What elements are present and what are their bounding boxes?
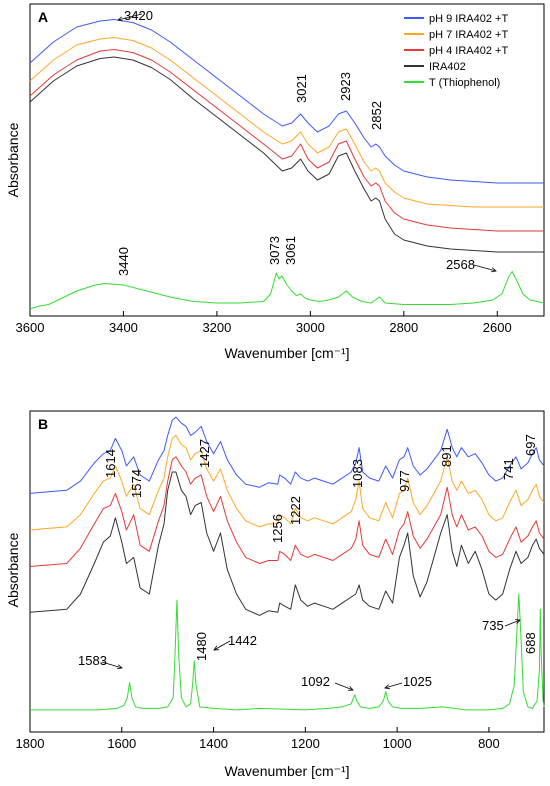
panel-b-peak-arrow-1583 <box>101 661 123 670</box>
panel-a-peak-label-3440: 3440 <box>116 247 131 276</box>
panel-b-peak-label-1025: 1025 <box>403 674 432 689</box>
panel-b-peak-label-1256: 1256 <box>270 514 285 543</box>
panel-a-x-axis-label: Wavenumber [cm⁻¹] <box>224 345 349 361</box>
panel-b-letter: B <box>38 416 48 432</box>
legend-entry-ira402: IRA402 <box>404 61 466 73</box>
panel-b-peak-label-1222: 1222 <box>288 496 303 525</box>
panel-a-tick-label-3400: 3400 <box>109 320 138 335</box>
panel-a-series-ph-9-ira402-t <box>29 19 544 184</box>
panel-a-x-ticks: 3600 3400 3200 3000 2800 2600 <box>16 311 512 335</box>
panel-b-x-axis-label: Wavenumber [cm⁻¹] <box>224 763 349 779</box>
panel-a-frame <box>29 3 545 317</box>
panel-b-peak-arrow-1025 <box>384 682 403 690</box>
panel-b-series-t-thiophenol <box>30 593 545 711</box>
panel-a-peak-label-3420: 3420 <box>124 8 153 23</box>
panel-b-peak-label-1427: 1427 <box>197 439 212 468</box>
panel-b-peak-label-891: 891 <box>439 445 454 467</box>
legend-label-ira402: IRA402 <box>429 61 466 73</box>
panel-a-annotations: 3420 3021 2923 2852 3440 3073 3061 2568 <box>116 8 497 276</box>
legend-entry-ph-7-ira402-t: pH 7 IRA402 +T <box>404 29 508 41</box>
panel-b-peak-label-1092: 1092 <box>301 674 330 689</box>
panel-b-y-axis-label: Absorbance <box>5 532 21 607</box>
panel-a-letter: A <box>38 9 48 25</box>
panel-b-peak-label-697: 697 <box>523 434 538 456</box>
panel-a-peak-label-2852: 2852 <box>369 101 384 130</box>
panel-b-peak-label-741: 741 <box>501 458 516 480</box>
panel-b-frame <box>29 410 545 733</box>
panel-b-peak-label-1614: 1614 <box>103 449 118 478</box>
panel-a-peak-arrow-2568 <box>473 264 497 273</box>
panel-b-tick-label-1000: 1000 <box>383 736 412 751</box>
panel-b-peak-label-1480: 1480 <box>194 632 209 661</box>
panel-b-tick-label-1200: 1200 <box>291 736 320 751</box>
panel-b-peak-label-977: 977 <box>397 470 412 492</box>
legend-label-ph-9-ira402-t: pH 9 IRA402 +T <box>429 13 508 25</box>
panel-b-peak-arrow-1092 <box>334 682 354 691</box>
panel-b-tick-label-1600: 1600 <box>107 736 136 751</box>
panel-a-series-ira402 <box>29 56 544 253</box>
panel-a-tick-label-2600: 2600 <box>483 320 512 335</box>
panel-b-x-ticks: 1800 1600 1400 1200 1000 800 <box>16 727 500 751</box>
panel-b-series-ph-9-ira402-t <box>29 416 545 494</box>
panel-a-tick-label-3200: 3200 <box>202 320 231 335</box>
legend-label-ph-7-ira402-t: pH 7 IRA402 +T <box>429 29 508 41</box>
panel-a-peak-label-3061: 3061 <box>283 236 298 265</box>
panel-a-series-ph-4-ira402-t <box>29 49 544 232</box>
panel-b-peak-label-735: 735 <box>482 618 504 633</box>
legend: pH 9 IRA402 +T pH 7 IRA402 +T pH 4 IRA402 … <box>404 13 508 89</box>
panel-b-peak-arrow-1442 <box>213 640 231 651</box>
panel-a-peak-label-2923: 2923 <box>338 72 353 101</box>
panel-b: B 1800 1600 1400 1200 1000 800 1614 1574 1427 12… <box>5 410 545 779</box>
panel-a-series <box>29 19 545 310</box>
panel-a-peak-label-2568: 2568 <box>446 257 475 272</box>
panel-b-tick-label-800: 800 <box>478 736 500 751</box>
panel-b-peak-label-1574: 1574 <box>129 469 144 498</box>
panel-a-peak-arrow-3420 <box>117 13 143 22</box>
legend-entry-t-thiophenol: T (Thiophenol) <box>404 77 500 89</box>
panel-a-series-ph-7-ira402-t <box>29 37 544 208</box>
panel-a-series-t-thiophenol <box>29 271 545 310</box>
panel-b-peak-label-688: 688 <box>523 632 538 654</box>
panel-b-tick-label-1800: 1800 <box>16 736 45 751</box>
panel-b-peak-arrow-735 <box>504 619 521 627</box>
legend-entry-ph-9-ira402-t: pH 9 IRA402 +T <box>404 13 508 25</box>
panel-b-series-ph-7-ira402-t <box>29 434 545 531</box>
panel-b-tick-label-1400: 1400 <box>199 736 228 751</box>
panel-a-y-axis-label: Absorbance <box>5 122 21 197</box>
legend-entry-ph-4-ira402-t: pH 4 IRA402 +T <box>404 45 508 57</box>
panel-b-peak-label-1442: 1442 <box>228 633 257 648</box>
panel-b-series-ph-4-ira402-t <box>29 456 545 567</box>
panel-b-peak-label-1083: 1083 <box>350 459 365 488</box>
panel-a-tick-label-3000: 3000 <box>296 320 325 335</box>
panel-a-peak-label-3021: 3021 <box>294 74 309 103</box>
panel-b-series-ira402 <box>29 471 545 616</box>
panel-b-peak-label-1583: 1583 <box>78 653 107 668</box>
panel-b-series <box>29 416 545 711</box>
legend-label-ph-4-ira402-t: pH 4 IRA402 +T <box>429 45 508 57</box>
panel-a-peak-label-3073: 3073 <box>267 236 282 265</box>
panel-a: A 3600 3400 3200 3000 2800 2600 3420 3021 2923 2… <box>5 3 545 361</box>
panel-a-tick-label-2800: 2800 <box>389 320 418 335</box>
panel-a-tick-label-3600: 3600 <box>16 320 45 335</box>
legend-label-t-thiophenol: T (Thiophenol) <box>429 77 500 89</box>
